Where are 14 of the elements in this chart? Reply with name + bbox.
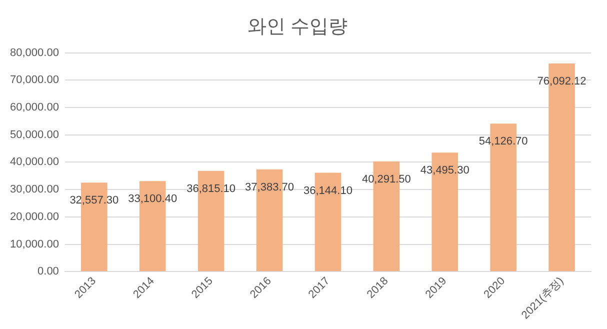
y-tick-label: 60,000.00 [10,102,59,114]
y-tick-label: 40,000.00 [10,156,59,168]
y-tick-label: 10,000.00 [10,238,59,250]
data-label: 36,815.10 [186,182,236,195]
y-tick-label: 30,000.00 [10,184,59,196]
data-label: 37,383.70 [245,181,294,194]
data-label: 76,092.12 [537,76,586,88]
y-tick-label: 70,000.00 [10,74,59,86]
y-tick-label: 80,000.00 [10,46,59,59]
data-label: 36,144.10 [304,184,352,197]
y-tick-label: 20,000.00 [10,210,59,223]
y-tick-label: 50,000.00 [10,128,59,141]
chart-title: 와인 수입량 [247,16,348,38]
y-tick-label: 0.00 [38,266,59,278]
